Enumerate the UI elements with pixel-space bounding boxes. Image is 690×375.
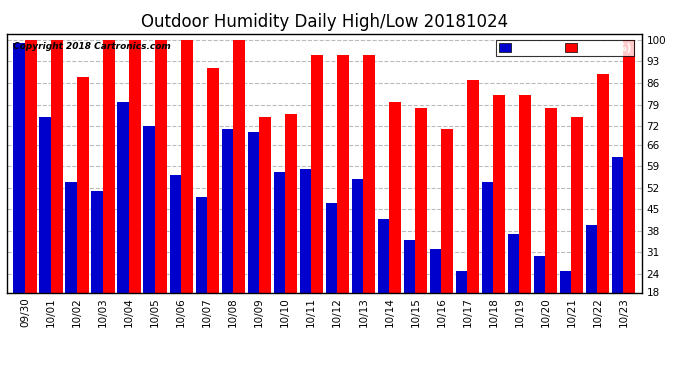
Bar xyxy=(598,74,609,292)
Bar xyxy=(25,40,37,292)
Bar xyxy=(508,234,520,292)
Text: Copyright 2018 Cartronics.com: Copyright 2018 Cartronics.com xyxy=(13,42,171,51)
Bar xyxy=(207,68,219,292)
Bar xyxy=(337,56,349,292)
Bar xyxy=(442,129,453,292)
Bar xyxy=(248,132,259,292)
Bar xyxy=(129,40,141,292)
Bar xyxy=(77,77,89,292)
Bar xyxy=(404,240,415,292)
Bar xyxy=(117,102,129,292)
Bar xyxy=(233,40,245,292)
Bar xyxy=(612,157,624,292)
Bar xyxy=(299,169,311,292)
Bar xyxy=(144,126,155,292)
Bar xyxy=(181,40,193,292)
Bar xyxy=(259,117,271,292)
Bar xyxy=(39,117,51,292)
Bar xyxy=(624,40,635,292)
Bar xyxy=(51,40,63,292)
Bar xyxy=(221,129,233,292)
Bar xyxy=(493,95,505,292)
Legend: Low  (%), High  (%): Low (%), High (%) xyxy=(496,40,633,56)
Bar xyxy=(586,225,598,292)
Bar xyxy=(389,102,401,292)
Bar xyxy=(534,255,545,292)
Bar xyxy=(155,40,167,292)
Bar xyxy=(467,80,479,292)
Bar xyxy=(545,108,557,292)
Bar xyxy=(170,176,181,292)
Bar xyxy=(66,182,77,292)
Bar xyxy=(104,40,115,292)
Bar xyxy=(13,43,25,292)
Bar xyxy=(352,178,364,292)
Bar xyxy=(273,172,285,292)
Bar xyxy=(326,203,337,292)
Bar xyxy=(482,182,493,292)
Bar xyxy=(520,95,531,292)
Bar xyxy=(560,271,571,292)
Bar xyxy=(415,108,427,292)
Bar xyxy=(195,197,207,292)
Bar xyxy=(311,56,323,292)
Bar xyxy=(285,114,297,292)
Bar xyxy=(364,56,375,292)
Bar xyxy=(571,117,583,292)
Bar xyxy=(430,249,442,292)
Bar xyxy=(92,191,104,292)
Bar xyxy=(455,271,467,292)
Title: Outdoor Humidity Daily High/Low 20181024: Outdoor Humidity Daily High/Low 20181024 xyxy=(141,13,508,31)
Bar xyxy=(377,219,389,292)
